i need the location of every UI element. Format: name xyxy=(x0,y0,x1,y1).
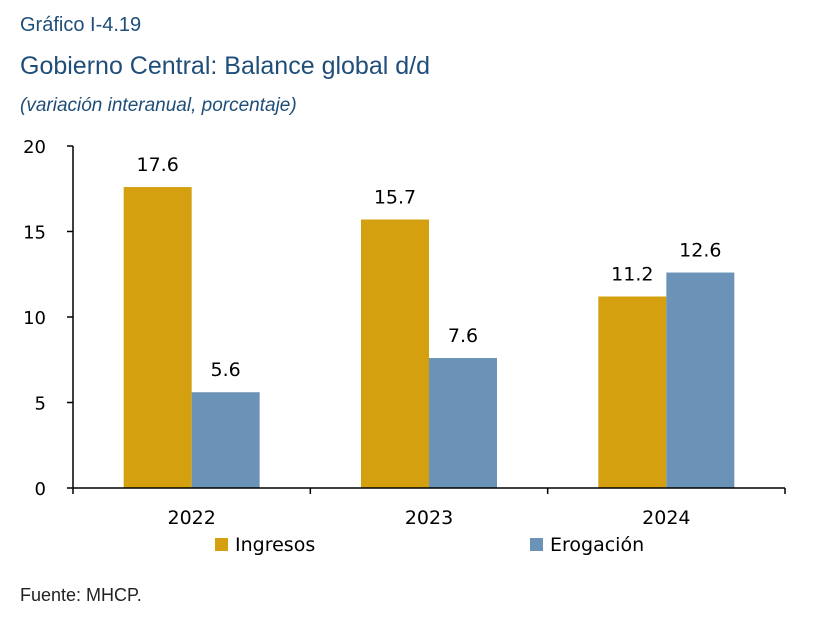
legend: Ingresos Erogación xyxy=(215,534,644,556)
bar-ingresos-2024 xyxy=(598,296,667,488)
bar-erogación-2024 xyxy=(666,272,735,488)
chart-title: Gobierno Central: Balance global d/d xyxy=(20,52,430,80)
chart-subtitle: (variación interanual, porcentaje) xyxy=(20,95,297,116)
bar-erogación-2023 xyxy=(429,358,497,488)
data-label-erogación-2024: 12.6 xyxy=(679,240,721,262)
y-tick-label-20: 20 xyxy=(23,137,46,158)
source-note: Fuente: MHCP. xyxy=(20,585,142,605)
y-tick-label-15: 15 xyxy=(23,223,46,244)
bar-erogación-2022 xyxy=(191,392,260,488)
bar-ingresos-2023 xyxy=(361,219,429,488)
data-label-erogación-2023: 7.6 xyxy=(448,325,478,347)
axes-group xyxy=(67,145,786,494)
y-tick-label-5: 5 xyxy=(35,394,46,415)
chart-kicker: Gráfico I-4.19 xyxy=(20,14,142,36)
x-tick-label-2024: 2024 xyxy=(642,507,690,529)
legend-label-ingresos: Ingresos xyxy=(235,534,315,556)
y-tick-label-0: 0 xyxy=(35,479,46,500)
legend-swatch-erogación xyxy=(530,538,543,551)
x-tick-label-2022: 2022 xyxy=(167,507,215,529)
data-label-ingresos-2022: 17.6 xyxy=(137,154,179,176)
legend-label-erogación: Erogación xyxy=(550,534,644,556)
data-label-erogación-2022: 5.6 xyxy=(211,359,241,381)
y-tick-label-10: 10 xyxy=(23,308,46,329)
data-label-ingresos-2024: 11.2 xyxy=(611,263,653,285)
labels-group: 17.6 5.6 2022 15.7 7.6 2023 11.2 12.6 2024 0 5 10 15… xyxy=(23,137,721,529)
x-tick-label-2023: 2023 xyxy=(405,507,453,529)
bar-ingresos-2022 xyxy=(123,187,192,489)
bars-group xyxy=(123,187,735,489)
legend-swatch-ingresos xyxy=(215,538,228,551)
data-label-ingresos-2023: 15.7 xyxy=(374,187,416,209)
